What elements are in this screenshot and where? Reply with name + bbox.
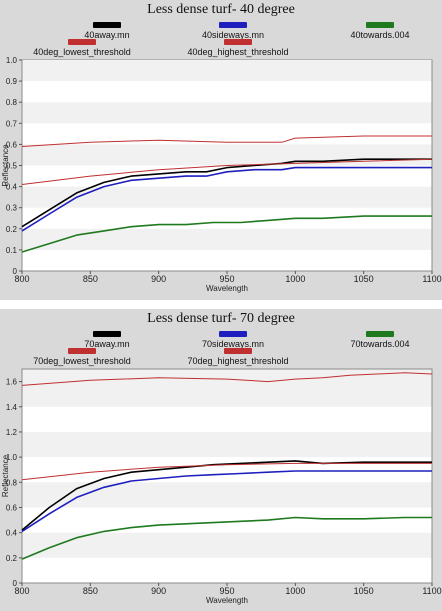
legend-label: 70towards.004 <box>350 339 410 349</box>
chart-plot: 0 0.2 0.4 0.6 0.8 1.0 1.2 1.4 1.6 800 850 900 950 100… <box>1 368 442 605</box>
x-tick-label: 1100 <box>422 586 441 596</box>
x-tick-label: 1050 <box>354 274 374 284</box>
legend-label: 40deg_highest_threshold <box>187 47 289 57</box>
legend-swatch <box>366 22 394 28</box>
y-tick-label: 0.9 <box>6 77 18 86</box>
series-line-40deg-highest-threshold <box>21 135 432 147</box>
legend-swatch <box>93 22 121 28</box>
grid-band <box>22 369 432 383</box>
grid-band <box>22 144 432 166</box>
series-line-40sideways-mn <box>21 166 432 232</box>
legend-swatch <box>224 39 252 45</box>
legend-label: 70away.mn <box>84 339 130 349</box>
legend-swatch <box>219 22 247 28</box>
legend-swatch <box>68 39 96 45</box>
legend-item-70deg-lowest: 70deg_lowest_threshold <box>12 348 152 366</box>
series-line-70deg-highest-threshold <box>21 372 433 386</box>
y-tick-label: 1.2 <box>6 428 18 437</box>
legend-item-70away: 70away.mn <box>52 331 162 349</box>
series-line-70sideways-mn <box>21 470 432 533</box>
legend: 40away.mn 40sideways.mn 40towards.004 40… <box>0 20 442 58</box>
legend-item-70deg-highest: 70deg_highest_threshold <box>168 348 308 366</box>
legend-label: 70sideways.mn <box>201 339 265 349</box>
chart-plot: 0 0.1 0.2 0.3 0.4 0.5 0.6 0.7 0.8 0.9 1.0 800 850 900… <box>1 56 442 293</box>
series-line-70towards-004 <box>21 516 432 560</box>
y-axis-label: Reflectance <box>1 144 10 187</box>
x-tick-label: 1050 <box>354 586 374 596</box>
legend-swatch <box>93 331 121 337</box>
legend-item-40away: 40away.mn <box>52 22 162 40</box>
x-tick-label: 1100 <box>422 274 441 284</box>
legend-item-40deg-lowest: 40deg_lowest_threshold <box>12 39 152 57</box>
y-tick-label: 0.1 <box>6 246 18 255</box>
legend-item-70towards: 70towards.004 <box>325 331 435 349</box>
legend-swatch <box>366 331 394 337</box>
chart-panel-70-degree: Less dense turf- 70 degree 70away.mn 70s… <box>0 309 442 611</box>
x-tick-label: 950 <box>219 586 234 596</box>
y-tick-label: 0.5 <box>6 162 18 171</box>
legend-item-40sideways: 40sideways.mn <box>178 22 288 40</box>
series-line-70away-mn <box>21 460 432 531</box>
legend-label: 40deg_lowest_threshold <box>33 47 131 57</box>
legend-label: 70deg_highest_threshold <box>187 356 289 366</box>
series-line-40deg-lowest-threshold <box>21 158 433 185</box>
legend-label: 70deg_lowest_threshold <box>33 356 131 366</box>
chart-panel-40-degree: Less dense turf- 40 degree 40away.mn 40s… <box>0 0 442 300</box>
y-tick-label: 1.6 <box>6 378 18 387</box>
legend-swatch <box>219 331 247 337</box>
legend-item-40towards: 40towards.004 <box>325 22 435 40</box>
series-line-40towards-004 <box>21 215 432 253</box>
legend-label: 40towards.004 <box>350 30 410 40</box>
legend: 70away.mn 70sideways.mn 70towards.004 70… <box>0 329 442 367</box>
legend-item-70sideways: 70sideways.mn <box>178 331 288 349</box>
grid-band <box>22 228 432 250</box>
x-tick-label: 800 <box>14 586 29 596</box>
grid-band <box>22 532 432 558</box>
legend-label: 40sideways.mn <box>201 30 265 40</box>
x-axis-label: Wavelength <box>206 284 248 293</box>
x-tick-label: 900 <box>151 586 166 596</box>
y-tick-label: 0.8 <box>6 478 18 487</box>
x-tick-label: 850 <box>83 274 98 284</box>
x-tick-label: 1000 <box>285 586 305 596</box>
x-tick-label: 800 <box>14 274 29 284</box>
y-tick-label: 0.6 <box>6 140 18 149</box>
chart-title: Less dense turf- 70 degree <box>147 311 295 326</box>
y-axis-label: Reflectance <box>1 454 10 497</box>
x-tick-label: 850 <box>83 586 98 596</box>
y-tick-label: 1.0 <box>6 56 18 65</box>
series-line-40away-mn <box>21 158 432 228</box>
grid-band <box>22 60 432 82</box>
y-tick-label: 0.3 <box>6 204 18 213</box>
legend-item-40deg-highest: 40deg_highest_threshold <box>168 39 308 57</box>
legend-swatch <box>224 348 252 354</box>
x-tick-label: 950 <box>219 274 234 284</box>
y-tick-label: 0.2 <box>6 554 18 563</box>
legend-swatch <box>68 348 96 354</box>
grid-band <box>22 431 432 458</box>
y-tick-label: 0.4 <box>6 183 18 192</box>
chart-title: Less dense turf- 40 degree <box>147 2 295 17</box>
x-axis-label: Wavelength <box>206 596 248 605</box>
series-line-70deg-lowest-threshold <box>21 462 432 481</box>
grid-band <box>22 186 432 208</box>
legend-label: 40away.mn <box>84 30 130 40</box>
y-tick-label: 1.0 <box>6 453 18 462</box>
y-tick-label: 0.2 <box>6 225 18 234</box>
y-tick-label: 0 <box>13 267 18 276</box>
y-tick-label: 0.4 <box>6 529 18 538</box>
grid-band <box>22 482 432 508</box>
y-tick-label: 0.8 <box>6 98 18 107</box>
y-tick-label: 0.6 <box>6 503 18 512</box>
grid-band <box>22 381 432 407</box>
x-tick-label: 1000 <box>285 274 305 284</box>
grid-band <box>22 102 432 124</box>
y-tick-label: 1.4 <box>6 403 18 412</box>
x-tick-label: 900 <box>151 274 166 284</box>
y-tick-label: 0.7 <box>6 119 18 128</box>
y-tick-label: 0 <box>13 579 18 588</box>
